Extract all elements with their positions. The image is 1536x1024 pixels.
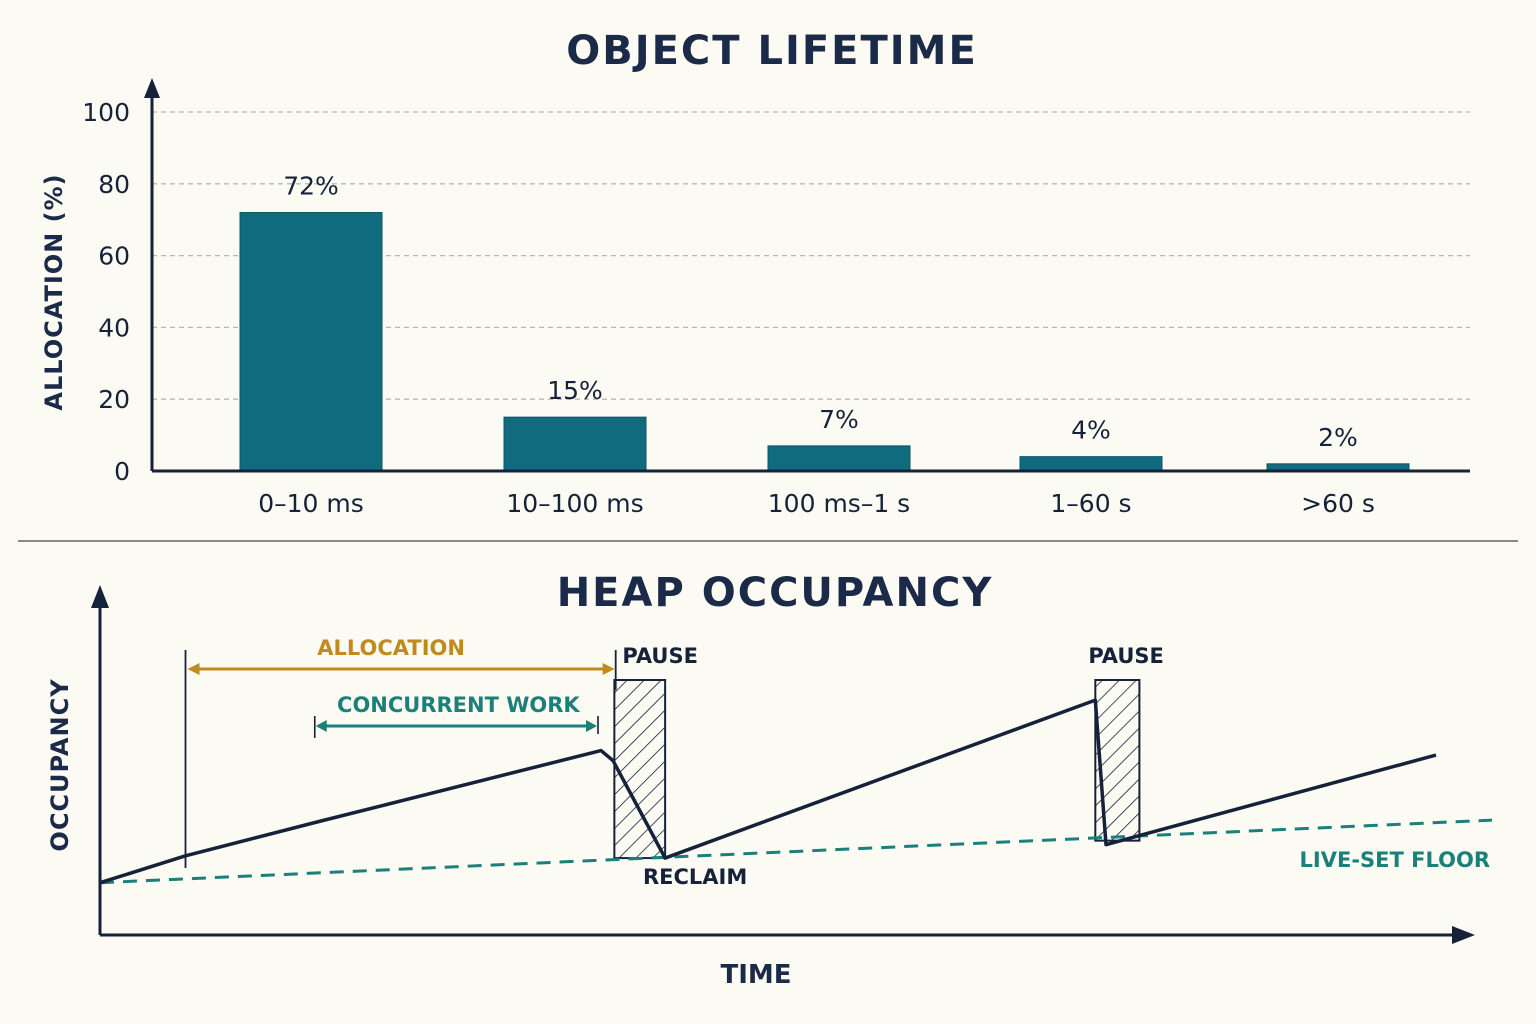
bar-y-ticks: 0 20 40 60 80 100 xyxy=(82,98,130,486)
bar-data-label: 7% xyxy=(819,405,859,434)
bar-chart-y-axis-label: ALLOCATION (%) xyxy=(40,173,68,410)
y-tick-label: 60 xyxy=(98,242,130,271)
heap-chart-y-axis-label: OCCUPANCY xyxy=(46,678,74,851)
object-lifetime-chart: OBJECT LIFETIME ALLOCATION (%) 0 20 40 60 80… xyxy=(40,28,1470,518)
bar-data-label: 4% xyxy=(1071,416,1111,445)
x-category-label: 100 ms–1 s xyxy=(768,489,910,518)
heap-x-axis-arrow xyxy=(1452,926,1475,944)
heap-chart-title: HEAP OCCUPANCY xyxy=(557,570,994,616)
concurrent-arrowhead-right xyxy=(585,720,597,732)
heap-y-axis-arrow xyxy=(91,585,109,608)
allocation-arrowhead-right xyxy=(602,663,615,675)
x-category-label: 10–100 ms xyxy=(506,489,643,518)
bar-category-labels: 0–10 ms 10–100 ms 100 ms–1 s 1–60 s >60 s xyxy=(258,489,1375,518)
reclaim-label: RECLAIM xyxy=(643,865,747,889)
bar-data-label: 2% xyxy=(1318,423,1358,452)
y-tick-label: 40 xyxy=(98,313,130,342)
bar-y-axis-arrow xyxy=(144,78,160,98)
heap-occupancy-chart: HEAP OCCUPANCY OCCUPANCY TIME LIVE-SET F… xyxy=(46,570,1493,990)
bar xyxy=(239,212,383,472)
bar-data-label: 15% xyxy=(547,376,603,405)
y-tick-label: 0 xyxy=(114,457,130,486)
y-tick-label: 20 xyxy=(98,385,130,414)
y-tick-label: 100 xyxy=(82,98,130,127)
x-category-label: 1–60 s xyxy=(1050,489,1131,518)
pause-label: PAUSE xyxy=(622,644,698,668)
allocation-label: ALLOCATION xyxy=(317,636,465,660)
pause-boxes xyxy=(613,679,1141,860)
pause-box xyxy=(1094,679,1141,842)
heap-occupancy-line xyxy=(99,698,1437,885)
live-set-floor-label: LIVE-SET FLOOR xyxy=(1300,848,1490,872)
bar xyxy=(1019,456,1163,472)
allocation-arrowhead-left xyxy=(187,663,200,675)
bar-bars xyxy=(239,212,1410,472)
pause-box xyxy=(613,679,667,860)
bar-data-labels: 72% 15% 7% 4% 2% xyxy=(283,172,1358,452)
bar-chart-title: OBJECT LIFETIME xyxy=(566,28,978,74)
concurrent-arrowhead-left xyxy=(315,720,327,732)
concurrent-work-label: CONCURRENT WORK xyxy=(337,693,580,717)
y-tick-label: 80 xyxy=(98,170,130,199)
x-category-label: >60 s xyxy=(1301,489,1375,518)
bar xyxy=(503,416,647,472)
x-category-label: 0–10 ms xyxy=(258,489,364,518)
live-set-floor-line xyxy=(99,818,1493,885)
allocation-annotation xyxy=(184,650,617,868)
bar xyxy=(767,445,911,472)
pause-label: PAUSE xyxy=(1088,644,1164,668)
heap-chart-x-axis-label: TIME xyxy=(720,960,791,990)
bar-data-label: 72% xyxy=(283,172,339,201)
concurrent-work-annotation xyxy=(313,716,599,738)
